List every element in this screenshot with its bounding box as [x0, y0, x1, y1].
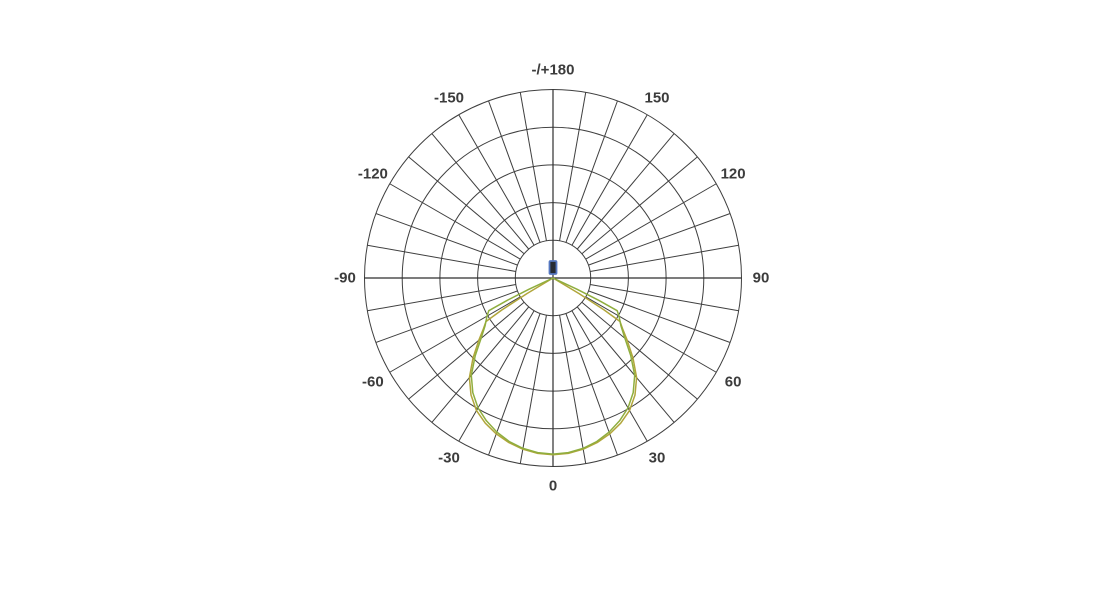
grid-spoke — [590, 284, 739, 312]
grid-spoke — [571, 114, 648, 246]
grid-spoke — [408, 156, 525, 255]
angle-label-0: 0 — [549, 478, 557, 495]
grid-spoke — [458, 310, 535, 442]
grid-spoke — [576, 133, 675, 250]
angle-label-30: 30 — [649, 450, 666, 467]
grid-spoke — [519, 92, 547, 241]
angle-label--150: -150 — [434, 89, 464, 106]
grid-spoke — [367, 284, 516, 312]
intensity-curve-2 — [470, 277, 636, 455]
grid-spoke — [581, 301, 698, 400]
grid-spoke — [559, 315, 587, 464]
grid-spoke — [585, 183, 717, 260]
grid-spoke — [585, 296, 717, 373]
grid-spoke — [488, 100, 541, 243]
grid-spoke — [559, 92, 587, 241]
angle-label--60: -60 — [362, 374, 384, 391]
grid-spoke — [375, 290, 518, 343]
grid-spoke — [565, 100, 618, 243]
grid-spoke — [458, 114, 535, 246]
grid-spoke — [389, 296, 521, 373]
grid-spoke — [571, 310, 648, 442]
angle-label-90: 90 — [753, 270, 770, 287]
grid-spoke — [588, 290, 731, 343]
angle-label-60: 60 — [725, 374, 742, 391]
grid-spoke — [408, 301, 525, 400]
angle-label--90: -90 — [334, 270, 356, 287]
angle-label-150: 150 — [644, 89, 669, 106]
grid-spoke — [590, 244, 739, 272]
grid-spoke — [367, 244, 516, 272]
luminaire-icon — [548, 260, 558, 275]
grid-spoke — [581, 156, 698, 255]
grid-spoke — [375, 213, 518, 266]
grid-spoke — [431, 306, 530, 423]
grid-spoke — [588, 213, 731, 266]
grid-spoke — [389, 183, 521, 260]
angle-label--30: -30 — [438, 450, 460, 467]
angle-label-180: -/+180 — [532, 62, 575, 79]
grid-spoke — [519, 315, 547, 464]
angle-label-120: 120 — [721, 166, 746, 183]
angle-label--120: -120 — [358, 166, 388, 183]
grid-spoke — [576, 306, 675, 423]
grid-spoke — [431, 133, 530, 250]
